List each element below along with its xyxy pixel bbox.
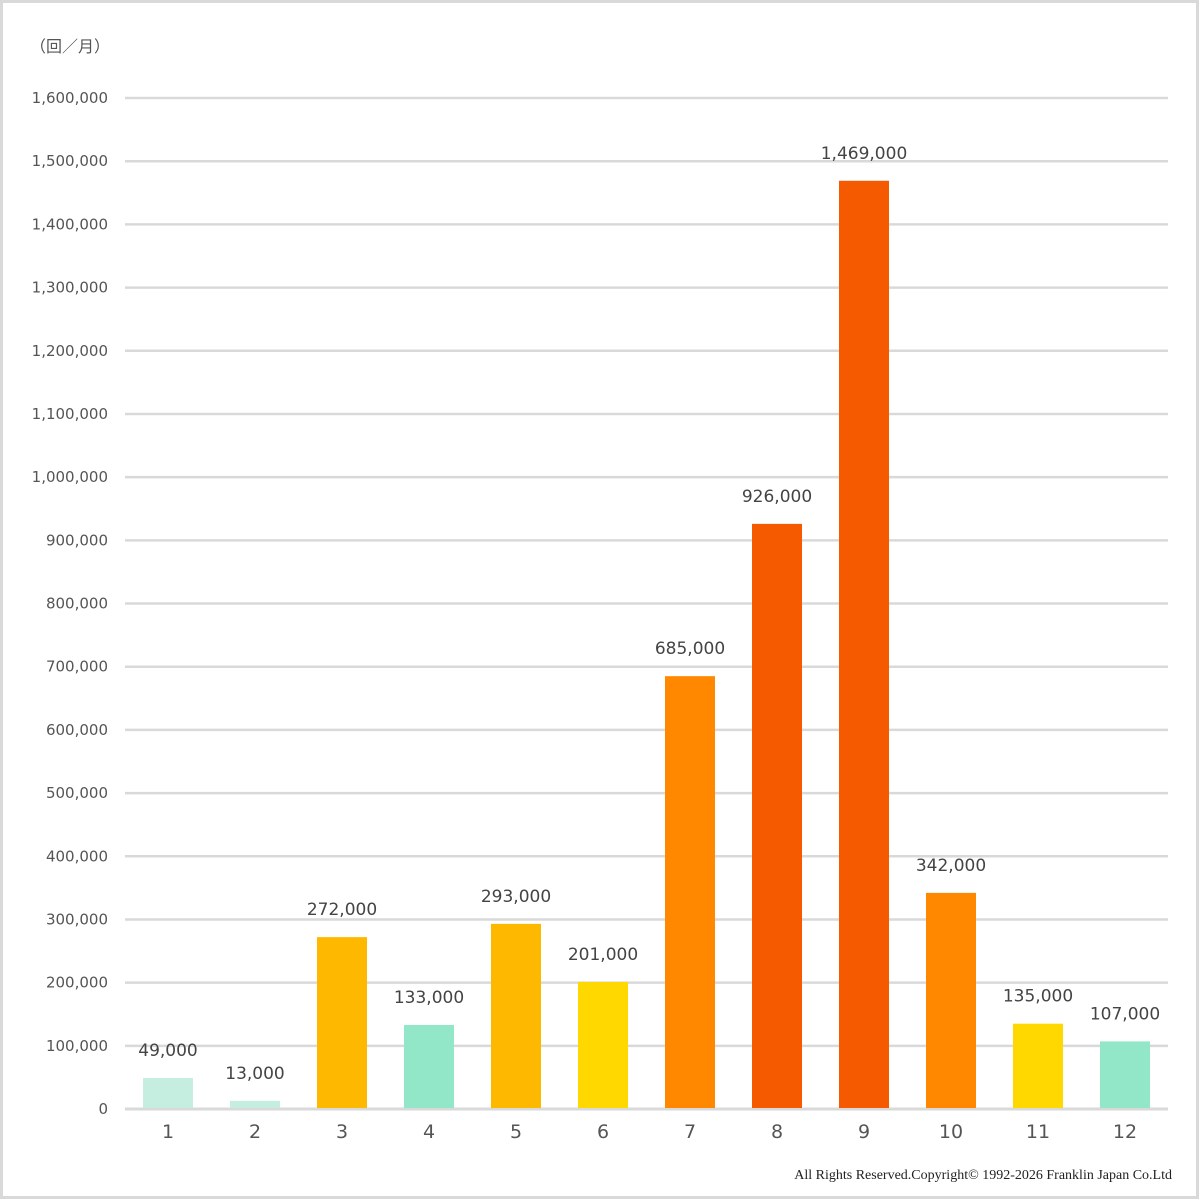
y-tick-label: 1,600,000: [32, 89, 108, 107]
bar: [1100, 1041, 1150, 1108]
data-label: 926,000: [742, 487, 812, 507]
x-tick-label: 2: [249, 1121, 261, 1143]
y-tick-label: 500,000: [46, 784, 108, 802]
x-tick-label: 9: [858, 1121, 870, 1143]
data-label: 1,469,000: [821, 144, 908, 164]
y-tick-label: 800,000: [46, 595, 108, 613]
data-label: 49,000: [138, 1041, 197, 1061]
bar: [491, 923, 541, 1108]
x-tick-label: 3: [336, 1121, 348, 1143]
x-tick-label: 7: [684, 1121, 696, 1143]
y-tick-label: 1,500,000: [32, 152, 108, 170]
data-label: 13,000: [225, 1064, 284, 1084]
y-tick-label: 1,000,000: [32, 468, 108, 486]
x-tick-label: 1: [162, 1121, 174, 1143]
y-tick-label: 200,000: [46, 974, 108, 992]
x-tick-label: 5: [510, 1121, 522, 1143]
copyright-text: All Rights Reserved.Copyright© 1992-2026…: [794, 1168, 1172, 1183]
data-label: 107,000: [1090, 1004, 1160, 1024]
data-label: 293,000: [481, 887, 551, 907]
y-tick-label: 0: [98, 1100, 108, 1118]
data-label: 201,000: [568, 945, 638, 965]
y-tick-label: 1,200,000: [32, 342, 108, 360]
y-tick-label: 1,100,000: [32, 405, 108, 423]
y-tick-label: 1,300,000: [32, 279, 108, 297]
bar: [926, 892, 976, 1108]
bar: [839, 180, 889, 1108]
data-label: 272,000: [307, 900, 377, 920]
x-tick-label: 10: [939, 1121, 963, 1143]
bar: [578, 981, 628, 1108]
y-tick-label: 900,000: [46, 531, 108, 549]
bar: [230, 1100, 280, 1108]
data-label: 133,000: [394, 988, 464, 1008]
x-tick-label: 12: [1113, 1121, 1137, 1143]
bar: [404, 1024, 454, 1108]
y-tick-label: 300,000: [46, 910, 108, 928]
x-tick-label: 4: [423, 1121, 435, 1143]
bar: [143, 1078, 193, 1108]
x-tick-label: 8: [771, 1121, 783, 1143]
bar: [665, 676, 715, 1108]
bar: [1013, 1023, 1063, 1108]
y-tick-label: 600,000: [46, 721, 108, 739]
bar: [317, 937, 367, 1108]
bar: [752, 523, 802, 1108]
y-tick-label: 1,400,000: [32, 215, 108, 233]
y-axis-unit-label: （回／月）: [30, 37, 111, 56]
x-tick-label: 11: [1026, 1121, 1050, 1143]
data-label: 342,000: [916, 856, 986, 876]
data-label: 135,000: [1003, 987, 1073, 1007]
y-tick-label: 700,000: [46, 658, 108, 676]
x-tick-label: 6: [597, 1121, 609, 1143]
data-label: 685,000: [655, 639, 725, 659]
y-tick-label: 400,000: [46, 847, 108, 865]
y-tick-label: 100,000: [46, 1037, 108, 1055]
